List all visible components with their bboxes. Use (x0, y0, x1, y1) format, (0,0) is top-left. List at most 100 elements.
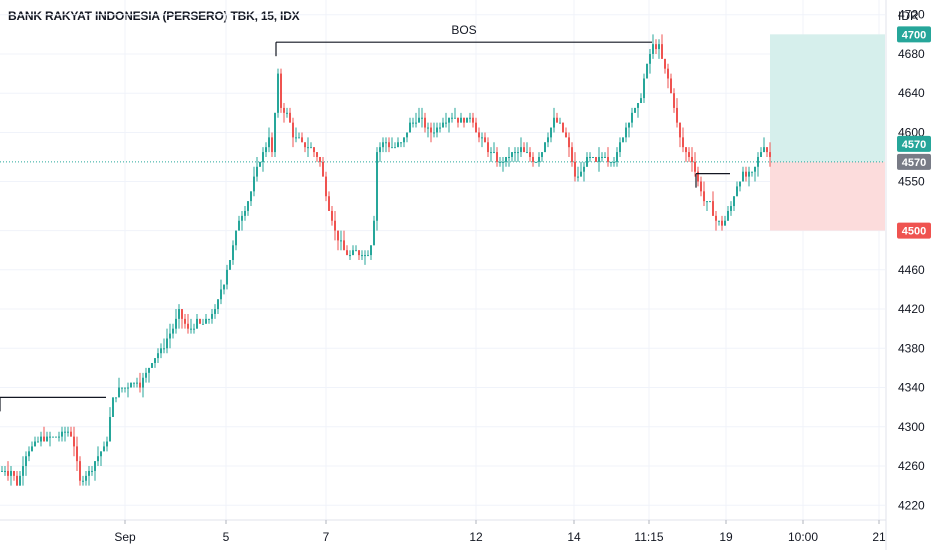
candle-body (202, 323, 204, 325)
price-tags: 4700 4570 4570 4500 (897, 26, 931, 239)
candle-body (310, 147, 312, 149)
candle-body (31, 446, 33, 452)
x-tick-label: 5 (223, 530, 230, 544)
candle-body (643, 78, 645, 99)
candle-body (19, 475, 21, 486)
candle-body (313, 147, 315, 153)
candle-body (478, 132, 480, 138)
candle-body (76, 446, 78, 462)
candle-body (355, 250, 357, 252)
candle-body (124, 387, 126, 389)
candle-body (208, 318, 210, 320)
candle-body (136, 382, 138, 384)
candle-body (46, 436, 48, 442)
candle-body (691, 156, 693, 162)
candle-body (406, 132, 408, 138)
candle-body (424, 117, 426, 128)
candle-body (52, 436, 54, 438)
candle-body (709, 201, 711, 203)
candle-body (238, 220, 240, 231)
candle-body (520, 147, 522, 153)
candle-body (283, 107, 285, 113)
candle-body (322, 161, 324, 177)
candle-body (10, 470, 12, 476)
candle-body (7, 470, 9, 476)
y-tick-label: 4380 (898, 341, 925, 355)
candle-body (88, 470, 90, 476)
candle-body (580, 171, 582, 177)
candle-body (706, 201, 708, 203)
candle-body (166, 338, 168, 349)
candle-body (619, 142, 621, 153)
candle-body (235, 230, 237, 246)
candle-body (730, 206, 732, 211)
candle-body (385, 142, 387, 144)
candle-body (361, 255, 363, 257)
candle-body (229, 260, 231, 270)
candle-body (457, 117, 459, 123)
candle-body (331, 210, 333, 221)
candle-body (268, 137, 270, 148)
candle-body (673, 93, 675, 108)
last-price-tag (897, 135, 931, 152)
entry-price-tag (897, 153, 931, 170)
candle-body (205, 318, 207, 324)
candle-body (538, 156, 540, 162)
bos-label: BOS (451, 23, 476, 37)
candle-body (703, 191, 705, 202)
candle-body (160, 348, 162, 354)
candle-body (610, 161, 612, 163)
candle-body (670, 78, 672, 94)
y-tick-label: 4550 (898, 175, 925, 189)
candle-body (343, 240, 345, 251)
candle-body (262, 152, 264, 162)
candle-body (298, 137, 300, 139)
y-tick-label: 4340 (898, 381, 925, 395)
candle-body (652, 44, 654, 54)
candle-body (412, 122, 414, 124)
candle-body (223, 284, 225, 290)
chart-grid (0, 0, 887, 550)
candle-body (430, 127, 432, 133)
candle-body (592, 156, 594, 158)
candle-body (574, 161, 576, 177)
candle-body (517, 152, 519, 154)
y-tick-label: 4300 (898, 420, 925, 434)
candle-body (103, 446, 105, 452)
candle-body (472, 117, 474, 123)
candle-body (658, 44, 660, 50)
candle-body (292, 122, 294, 138)
candle-body (604, 156, 606, 158)
candle-body (598, 156, 600, 162)
candle-body (418, 117, 420, 123)
candle-body (436, 127, 438, 133)
candle-body (637, 103, 639, 108)
candle-body (148, 367, 150, 373)
candle-body (91, 470, 93, 472)
candle-body (172, 328, 174, 334)
candle-body (334, 220, 336, 231)
candle-body (97, 456, 99, 462)
x-tick-label: 11:15 (634, 530, 663, 544)
candle-body (352, 250, 354, 256)
entry-price-tag-label: 4570 (902, 157, 926, 169)
candle-body (568, 137, 570, 148)
candle-body (364, 255, 366, 257)
candle-body (748, 171, 750, 177)
candle-body (460, 117, 462, 123)
candle-body (469, 117, 471, 119)
candle-body (121, 387, 123, 389)
candle-body (1, 470, 3, 472)
candle-body (442, 122, 444, 128)
candle-body (556, 117, 558, 123)
stop-price-tag-label: 4500 (902, 226, 926, 238)
candle-body (187, 323, 189, 329)
candle-body (559, 122, 561, 124)
candle-body (94, 461, 96, 471)
candle-body (433, 132, 435, 134)
candle-body (325, 176, 327, 197)
candle-body (316, 152, 318, 157)
candle-body (16, 475, 18, 486)
candle-body (373, 220, 375, 246)
